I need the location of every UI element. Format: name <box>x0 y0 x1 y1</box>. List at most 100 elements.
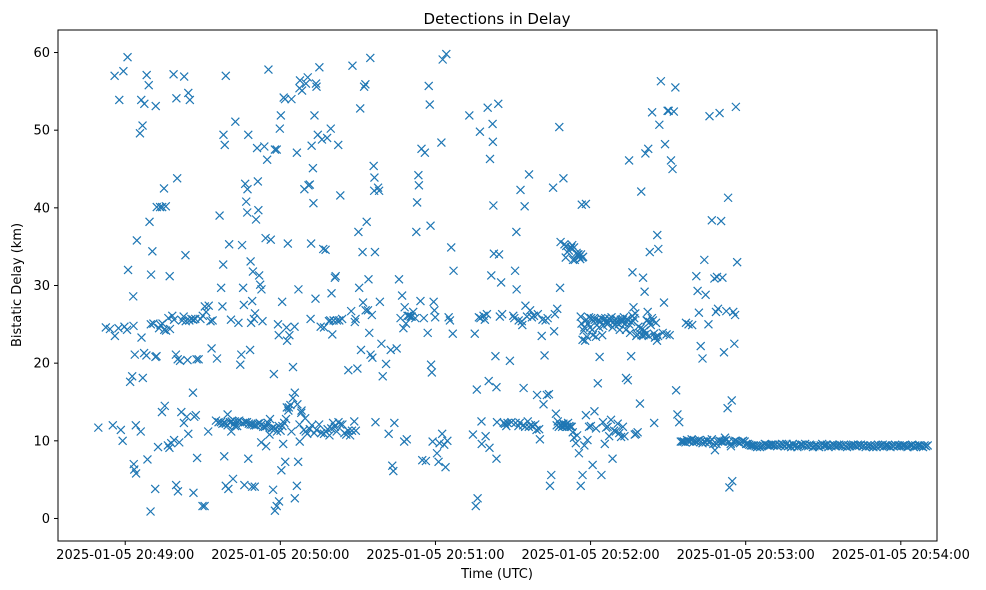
data-point <box>392 343 402 353</box>
data-point <box>224 239 234 249</box>
data-point <box>248 267 258 276</box>
data-point <box>186 314 196 324</box>
data-point <box>411 227 421 237</box>
data-point <box>326 124 336 134</box>
data-point <box>230 117 240 127</box>
data-point <box>427 368 437 377</box>
data-point <box>332 427 342 436</box>
data-point <box>367 310 377 320</box>
data-point <box>183 88 193 98</box>
data-point <box>221 71 231 81</box>
data-point <box>247 296 257 306</box>
data-point <box>219 451 229 461</box>
data-point <box>160 401 170 411</box>
data-point <box>516 185 525 195</box>
data-point <box>358 247 367 257</box>
data-point <box>174 437 184 447</box>
data-point <box>665 330 675 340</box>
data-point <box>471 501 481 511</box>
data-point <box>640 287 650 297</box>
y-axis: 0 10 20 30 40 50 60 <box>33 46 58 527</box>
data-point <box>249 314 259 324</box>
data-point <box>311 79 321 89</box>
data-point <box>636 187 646 196</box>
data-point <box>430 312 440 322</box>
x-tick-label: 2025-01-05 20:49:00 <box>56 548 194 563</box>
data-point <box>730 310 740 320</box>
data-point <box>307 141 317 151</box>
data-point <box>365 53 375 63</box>
data-point <box>137 333 146 342</box>
data-point <box>189 488 198 498</box>
data-point <box>288 362 298 372</box>
data-point <box>179 312 189 321</box>
data-point <box>651 318 661 328</box>
data-point <box>243 130 253 140</box>
data-point <box>572 430 582 440</box>
data-point <box>477 439 487 449</box>
data-point <box>165 324 175 334</box>
data-point <box>261 233 271 243</box>
data-point <box>581 410 591 420</box>
data-point <box>302 429 312 439</box>
data-point <box>606 415 616 425</box>
data-point <box>169 69 178 79</box>
data-point <box>337 314 347 324</box>
data-point <box>681 318 691 328</box>
data-point <box>358 298 368 308</box>
data-point <box>236 350 246 360</box>
data-point <box>593 378 603 388</box>
data-point <box>173 486 183 496</box>
x-tick-label: 2025-01-05 20:54:00 <box>832 548 970 563</box>
data-point <box>169 435 179 445</box>
data-point <box>375 297 385 307</box>
data-point <box>278 439 288 449</box>
data-point <box>201 307 211 317</box>
data-point <box>292 148 302 158</box>
data-point <box>423 328 433 338</box>
data-point <box>426 360 436 370</box>
data-point <box>654 120 664 130</box>
data-point <box>153 442 163 452</box>
data-point <box>132 236 142 245</box>
data-point <box>445 316 455 325</box>
data-point <box>473 493 483 503</box>
data-point <box>335 190 345 200</box>
data-point <box>169 315 179 325</box>
data-point <box>436 138 446 148</box>
data-point <box>373 183 383 193</box>
data-point <box>253 205 263 215</box>
data-point <box>192 453 202 463</box>
data-point <box>556 237 566 247</box>
data-point <box>360 79 370 89</box>
data-point <box>118 436 128 446</box>
data-point <box>642 316 652 325</box>
data-point <box>364 328 374 338</box>
data-point <box>389 418 399 428</box>
data-point <box>398 323 408 333</box>
data-point <box>491 351 500 361</box>
data-point <box>287 94 296 104</box>
data-point <box>586 421 596 431</box>
data-point <box>277 297 287 307</box>
data-point <box>401 319 411 328</box>
data-point <box>290 322 299 332</box>
data-point <box>616 432 626 442</box>
data-point <box>670 83 680 92</box>
data-point <box>913 441 923 450</box>
data-point <box>539 399 548 409</box>
data-point <box>721 306 731 316</box>
data-point <box>331 271 341 281</box>
data-point <box>284 330 294 340</box>
data-point <box>226 315 236 325</box>
data-point <box>729 339 739 349</box>
data-point <box>378 371 388 381</box>
data-point <box>387 461 397 471</box>
data-point <box>374 186 384 196</box>
data-point <box>384 429 394 439</box>
data-point <box>116 425 126 435</box>
data-point <box>482 309 492 319</box>
data-point <box>484 376 494 386</box>
data-point <box>290 388 300 398</box>
data-point <box>273 319 283 329</box>
